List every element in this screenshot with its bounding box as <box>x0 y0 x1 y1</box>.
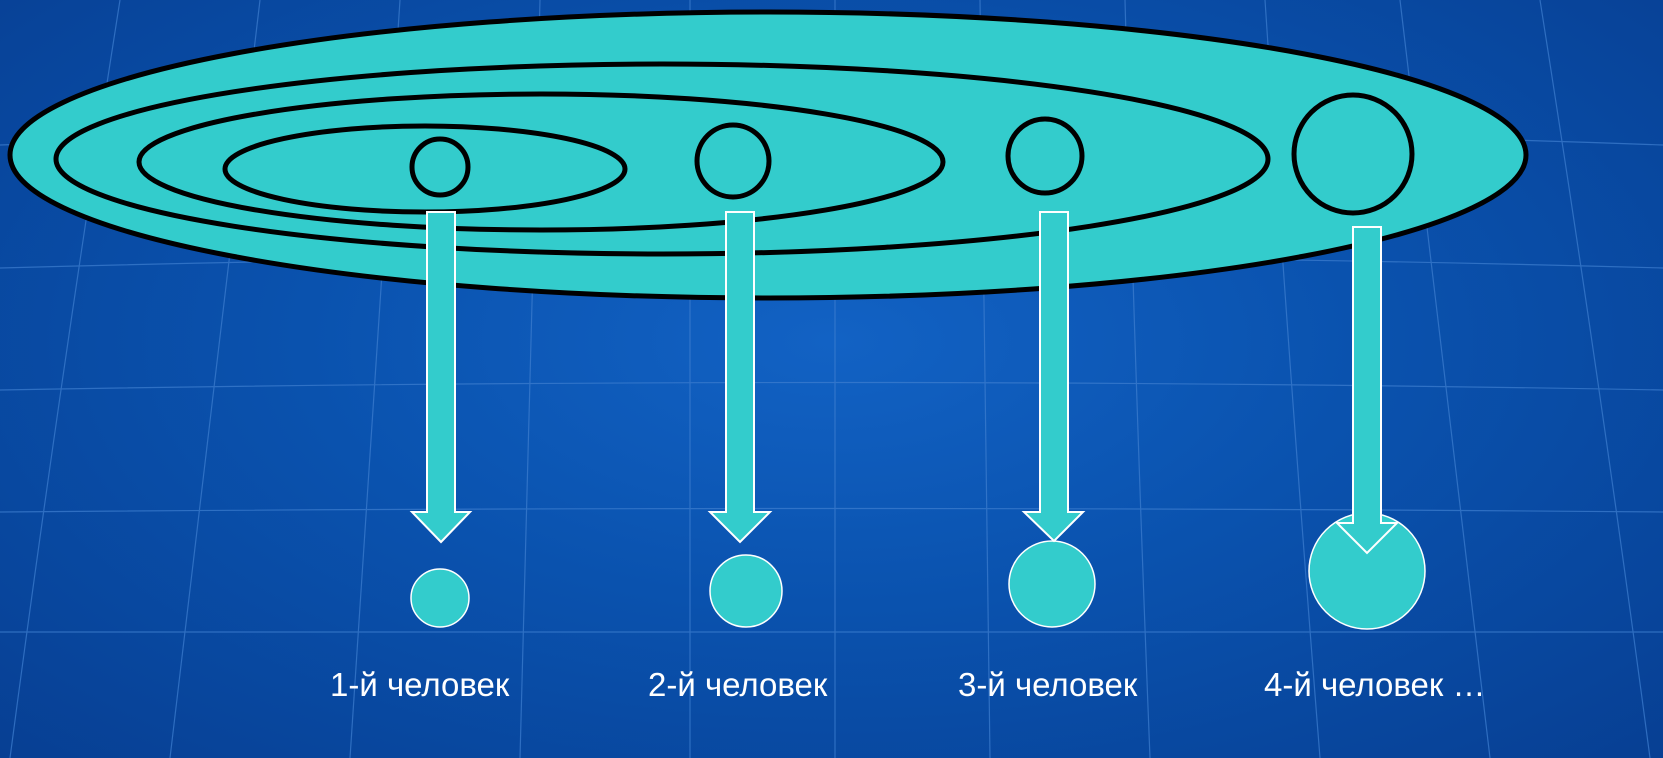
top-circle-4 <box>1291 92 1415 216</box>
arrow-1 <box>409 211 473 544</box>
arrow-4 <box>1334 226 1400 555</box>
label-person-3: 3-й человек <box>958 666 1138 703</box>
bottom-circle-1 <box>410 568 470 628</box>
top-circle-2 <box>694 122 772 200</box>
arrow-3 <box>1021 211 1086 543</box>
label-person-2: 2-й человек <box>648 666 828 703</box>
top-circle-1 <box>409 136 471 198</box>
bottom-circle-2 <box>709 554 783 628</box>
top-circle-3 <box>1005 116 1085 196</box>
label-person-4: 4-й человек … <box>1264 666 1486 703</box>
arrow-2 <box>707 211 773 544</box>
bottom-circle-3 <box>1008 540 1096 628</box>
label-person-1: 1-й человек <box>330 666 510 703</box>
